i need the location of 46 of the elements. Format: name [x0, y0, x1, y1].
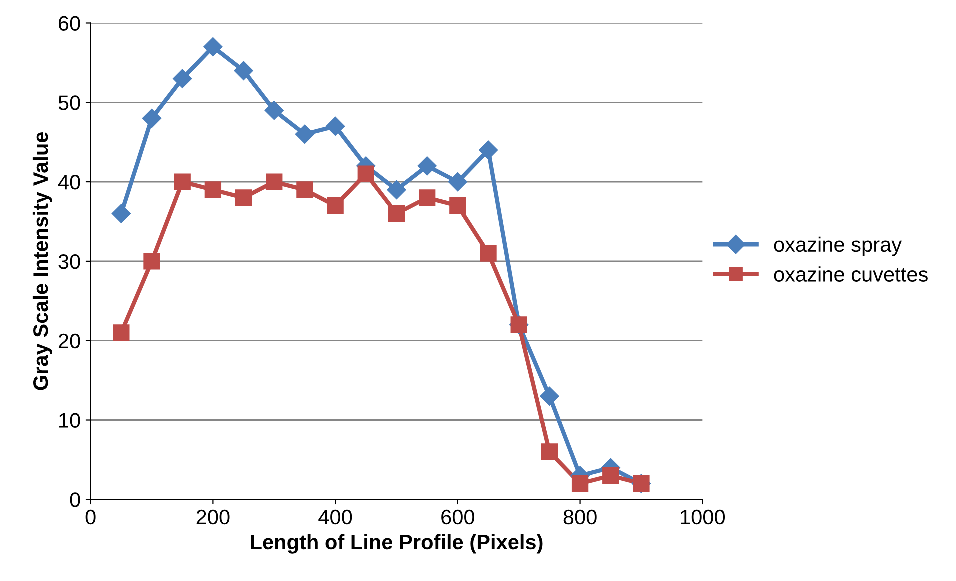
x-tick-label: 600 [442, 510, 474, 525]
point [540, 386, 560, 406]
point [326, 116, 346, 136]
point [264, 101, 284, 120]
y-axis-title: Gray Scale Intensity Value [32, 132, 52, 390]
point [418, 156, 437, 176]
point [572, 475, 589, 492]
y-tick-label: 60 [58, 16, 80, 31]
point [478, 140, 498, 160]
legend-label: oxazine spray [774, 236, 902, 256]
point [296, 182, 314, 198]
y-tick-label: 0 [70, 492, 80, 508]
point [358, 166, 374, 182]
point [388, 205, 406, 222]
point [174, 174, 191, 190]
point [448, 172, 468, 192]
legend-label: oxazine cuvettes [774, 266, 928, 282]
y-tick-label: 20 [58, 334, 80, 349]
point [541, 444, 558, 460]
x-tick-label: 200 [196, 510, 230, 525]
point [327, 198, 344, 214]
point [113, 324, 130, 342]
y-tick-label: 10 [60, 413, 80, 428]
point [387, 180, 406, 200]
x-tick-label: 1000 [681, 510, 726, 525]
point [173, 69, 192, 88]
point [204, 38, 223, 57]
x-axis-title: Length of Line Profile (Pixels) [251, 534, 543, 554]
point [266, 174, 283, 190]
point [450, 198, 466, 214]
point [602, 468, 620, 484]
y-tick-label: 30 [58, 254, 80, 270]
point [480, 245, 497, 262]
point [112, 204, 131, 224]
point [234, 61, 254, 80]
point [419, 190, 436, 206]
y-tick-label: 40 [58, 175, 80, 190]
point [142, 108, 162, 128]
x-tick-label: 800 [564, 510, 597, 525]
point [295, 124, 314, 144]
y-tick-label: 50 [58, 96, 80, 110]
point [235, 190, 252, 206]
point [144, 253, 160, 270]
x-tick-label: 0 [86, 510, 96, 525]
x-tick-label: 400 [318, 510, 352, 525]
point [204, 182, 222, 198]
